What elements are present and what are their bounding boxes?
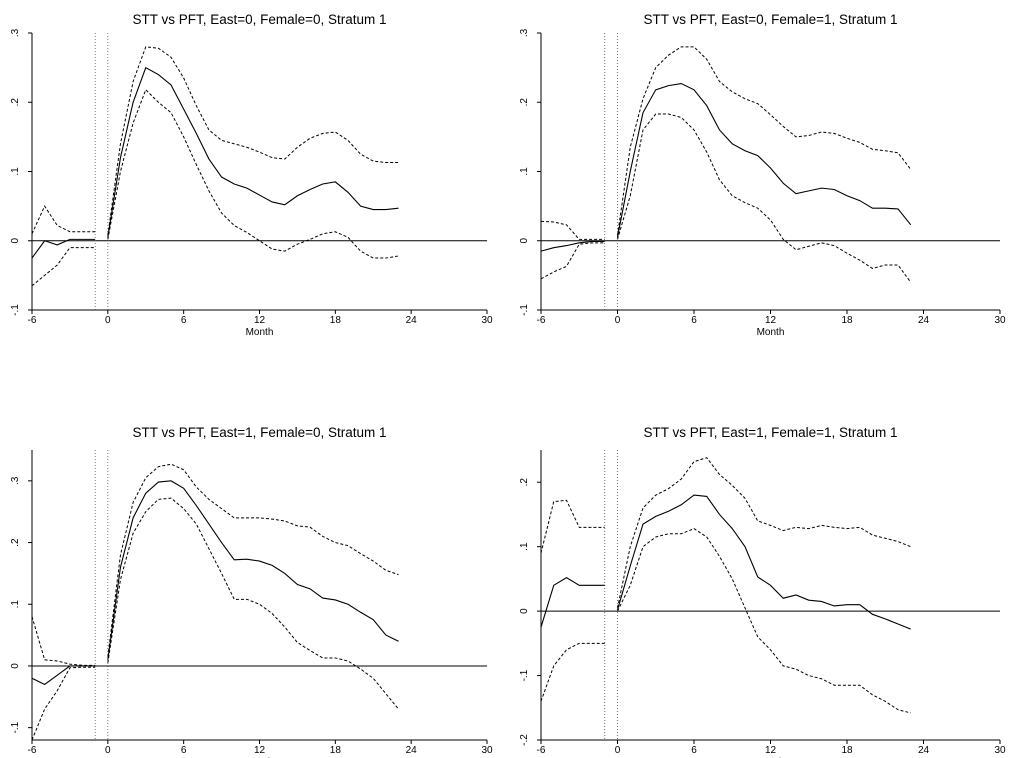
chart-1-x-tick-label: 30 <box>481 315 493 326</box>
chart-4-upper-ci-line <box>540 499 605 554</box>
chart-2-x-tick-label: 30 <box>994 315 1006 326</box>
chart-2-x-tick-label: 12 <box>765 315 777 326</box>
chart-1-y-tick-label: -.1 <box>10 304 21 316</box>
chart-2-x-tick-label: 6 <box>691 315 697 326</box>
chart-1-y-tick-label: .2 <box>10 98 21 107</box>
chart-3-y-tick-label: -.1 <box>10 721 21 733</box>
chart-2-title: STT vs PFT, East=0, Female=1, Stratum 1 <box>643 12 897 27</box>
chart-4-x-tick-label: 30 <box>994 745 1006 756</box>
chart-panel-1: STT vs PFT, East=0, Female=0, Stratum 1 -… <box>10 12 493 338</box>
chart-4-estimate-line <box>540 576 605 628</box>
chart-1-upper-ci-line <box>31 205 96 235</box>
chart-1-x-tick-label: 18 <box>330 315 342 326</box>
chart-3-x-tick-label: 24 <box>406 745 418 756</box>
chart-4-y-tick-label: 0 <box>519 608 530 614</box>
chart-1-x-tick-label: 6 <box>181 315 187 326</box>
chart-1-x-axis-title: Month <box>246 327 274 338</box>
chart-3-x-tick-label: 0 <box>105 745 111 756</box>
chart-3-estimate-line <box>31 665 96 686</box>
chart-4-x-tick-label: 24 <box>918 745 930 756</box>
chart-4-x-tick-label: 0 <box>615 745 621 756</box>
chart-4-upper-ci-line <box>617 457 911 608</box>
chart-3-y-tick-label: 0 <box>10 663 21 669</box>
chart-1-y-tick-label: 0 <box>10 238 21 244</box>
chart-4-y-tick-label: .1 <box>519 542 530 551</box>
chart-2-estimate-line <box>616 82 912 238</box>
chart-4-x-tick-label: -6 <box>537 745 546 756</box>
chart-1-x-tick-label: 24 <box>406 315 418 326</box>
chart-3-x-tick-label: -6 <box>28 745 37 756</box>
chart-2-x-axis-title: Month <box>757 327 785 338</box>
chart-3-x-tick-label: 12 <box>254 745 266 756</box>
chart-2-x-tick-label: 0 <box>615 315 621 326</box>
chart-1-estimate-line <box>107 66 399 238</box>
chart-2-y-tick-label: 0 <box>519 238 530 244</box>
chart-2-x-tick-label: 24 <box>918 315 930 326</box>
chart-2-x-tick-label: -6 <box>537 315 546 326</box>
chart-panel-3: STT vs PFT, East=1, Female=0, Stratum 1 -… <box>10 425 493 758</box>
chart-2-estimate-line <box>540 240 605 252</box>
chart-3-x-tick-label: 30 <box>481 745 493 756</box>
chart-1-x-tick-label: 0 <box>105 315 111 326</box>
chart-1-x-tick-label: -6 <box>28 315 37 326</box>
chart-4-estimate-line <box>616 494 911 630</box>
chart-1-upper-ci-line <box>107 46 399 236</box>
chart-1-estimate-line <box>31 238 96 259</box>
chart-2-y-tick-label: .3 <box>519 28 530 37</box>
chart-3-y-tick-label: .3 <box>10 476 21 485</box>
chart-4-lower-ci-line <box>617 528 911 714</box>
chart-2-lower-ci-line <box>540 242 605 280</box>
chart-3-y-tick-label: .1 <box>10 600 21 609</box>
chart-1-lower-ci-line <box>31 247 96 287</box>
chart-3-title: STT vs PFT, East=1, Female=0, Stratum 1 <box>132 425 386 440</box>
chart-2-y-tick-label: -.1 <box>519 304 530 316</box>
chart-3-lower-ci-line <box>107 497 399 710</box>
chart-4-y-tick-label: -.1 <box>519 669 530 681</box>
chart-2-lower-ci-line <box>617 113 912 283</box>
chart-2-y-tick-label: .2 <box>519 98 530 107</box>
chart-1-y-tick-label: .1 <box>10 167 21 176</box>
chart-1-x-tick-label: 12 <box>254 315 266 326</box>
chart-1-lower-ci-line <box>107 88 399 259</box>
chart-4-x-tick-label: 18 <box>841 745 853 756</box>
chart-2-y-tick-label: .1 <box>519 167 530 176</box>
chart-panel-4: STT vs PFT, East=1, Female=1, Stratum 1 -… <box>519 425 1006 758</box>
chart-4-x-tick-label: 12 <box>765 745 777 756</box>
chart-3-x-tick-label: 6 <box>181 745 187 756</box>
chart-4-x-tick-label: 6 <box>691 745 697 756</box>
chart-2-x-tick-label: 18 <box>841 315 853 326</box>
chart-3-upper-ci-line <box>107 463 399 657</box>
chart-4-y-tick-label: -.2 <box>519 734 530 746</box>
chart-1-title: STT vs PFT, East=0, Female=0, Stratum 1 <box>132 12 386 27</box>
chart-2-upper-ci-line <box>617 46 912 236</box>
chart-2-upper-ci-line <box>540 220 605 240</box>
chart-panel-2: STT vs PFT, East=0, Female=1, Stratum 1 -… <box>519 12 1006 338</box>
chart-3-lower-ci-line <box>31 666 96 741</box>
chart-3-estimate-line <box>107 480 399 660</box>
chart-4-title: STT vs PFT, East=1, Female=1, Stratum 1 <box>643 425 897 440</box>
chart-4-y-tick-label: .2 <box>519 478 530 487</box>
chart-3-upper-ci-line <box>31 616 96 666</box>
chart-3-y-tick-label: .2 <box>10 538 21 547</box>
chart-1-y-tick-label: .3 <box>10 28 21 37</box>
chart-4-lower-ci-line <box>540 642 605 702</box>
chart-3-x-tick-label: 18 <box>330 745 342 756</box>
